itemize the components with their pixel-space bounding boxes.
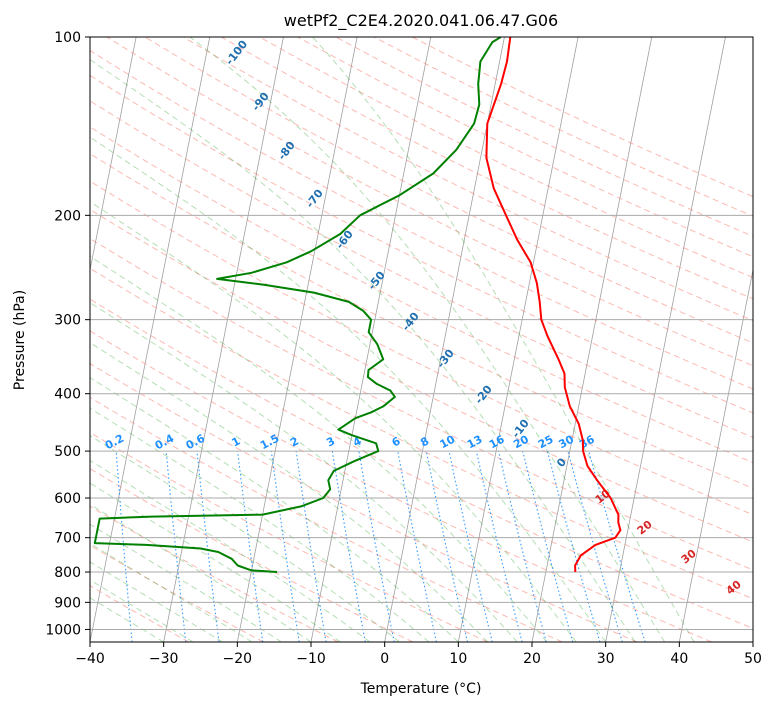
x-tick-label: 40	[670, 651, 688, 667]
y-tick-label: 700	[54, 531, 81, 547]
x-tick-label: −20	[223, 651, 253, 667]
x-tick-label: 20	[523, 651, 541, 667]
x-tick-label: −10	[296, 651, 326, 667]
y-tick-label: 200	[54, 208, 81, 224]
x-tick-label: 0	[380, 651, 389, 667]
x-tick-label: −30	[149, 651, 179, 667]
y-tick-label: 600	[54, 491, 81, 507]
y-tick-label: 900	[54, 595, 81, 611]
y-tick-label: 500	[54, 444, 81, 460]
y-tick-label: 1000	[45, 622, 81, 638]
x-axis-title: Temperature (°C)	[360, 681, 482, 697]
x-tick-label: −40	[75, 651, 105, 667]
y-tick-label: 300	[54, 313, 81, 329]
chart-title: wetPf2_C2E4.2020.041.06.47.G06	[284, 11, 558, 31]
y-axis-title: Pressure (hPa)	[12, 290, 28, 390]
y-tick-label: 100	[54, 30, 81, 46]
x-tick-label: 10	[449, 651, 467, 667]
x-tick-label: 30	[597, 651, 615, 667]
y-tick-label: 800	[54, 565, 81, 581]
x-tick-label: 50	[744, 651, 762, 667]
y-tick-label: 400	[54, 387, 81, 403]
